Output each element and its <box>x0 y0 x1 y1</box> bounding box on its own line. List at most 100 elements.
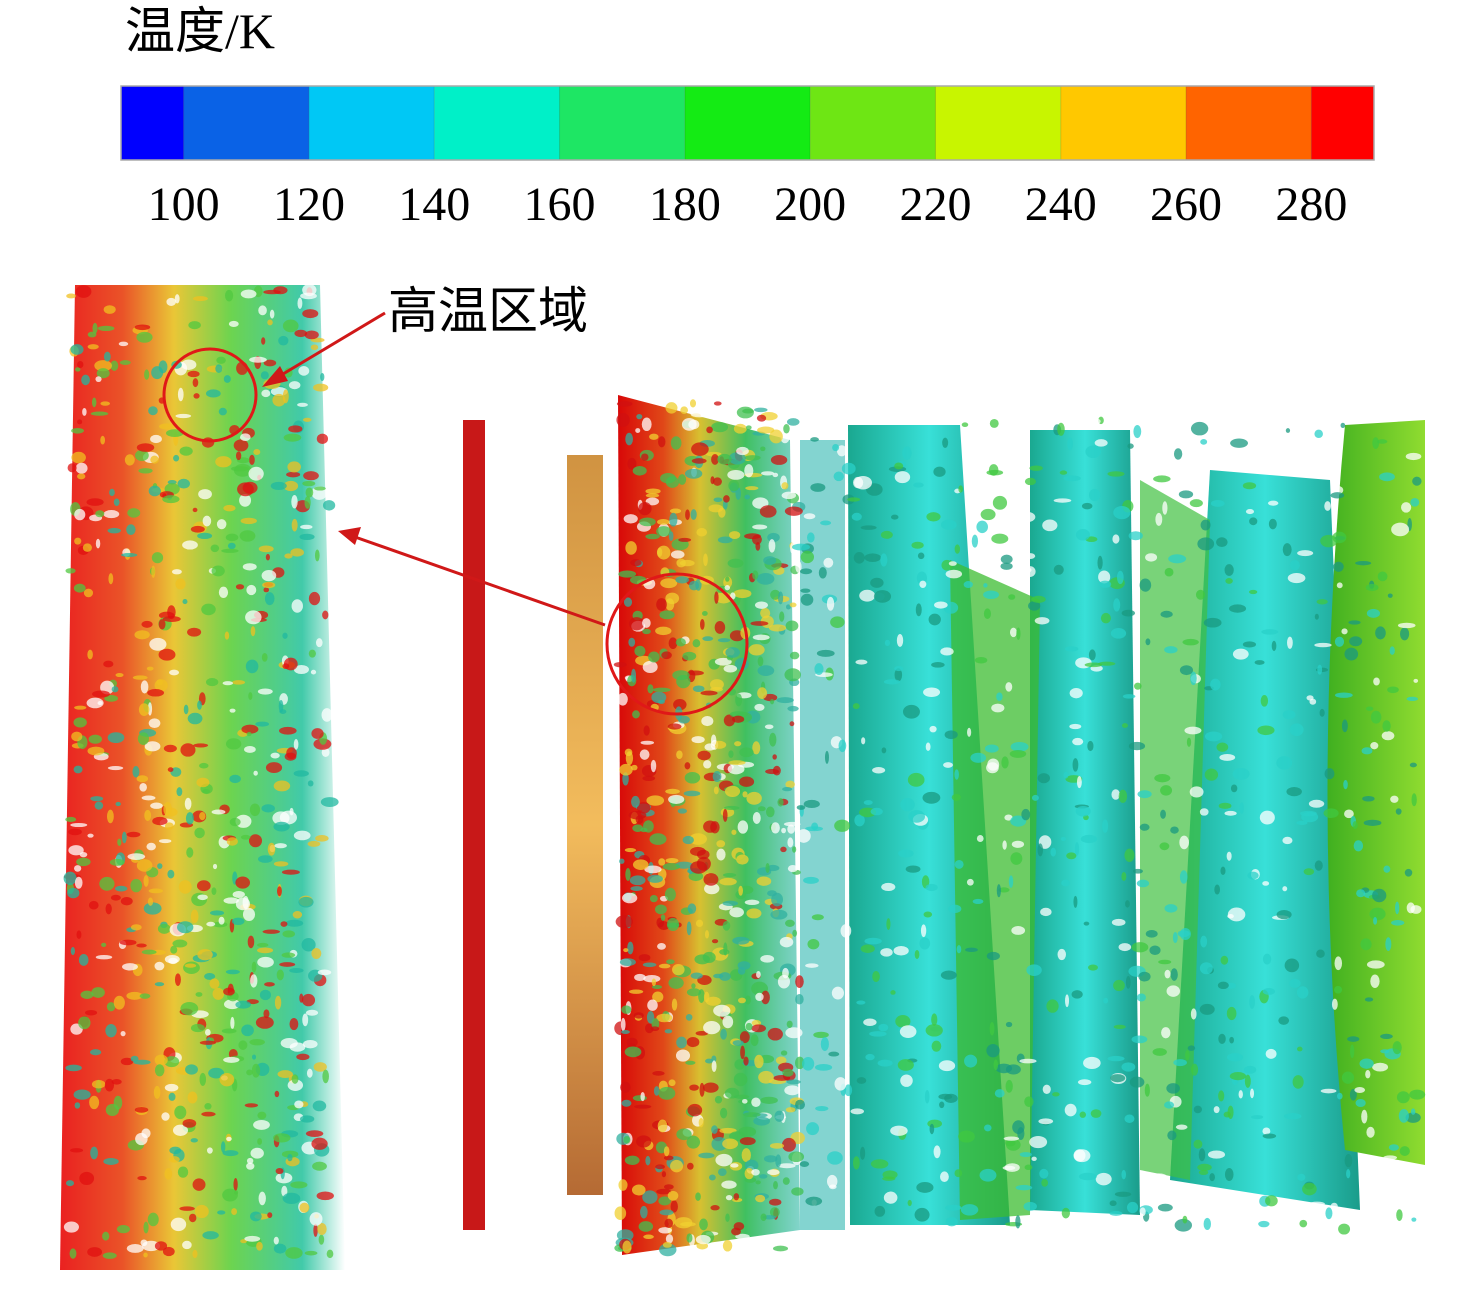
speckle-dot <box>101 942 107 947</box>
speckle-dot <box>167 479 177 485</box>
speckle-dot <box>661 651 672 660</box>
speckle-dot <box>107 765 124 771</box>
speckle-dot <box>1314 860 1323 871</box>
speckle-dot <box>669 512 678 527</box>
speckle-dot <box>727 558 744 568</box>
speckle-dot <box>162 495 180 504</box>
speckle-dot <box>1187 1045 1196 1051</box>
speckle-dot <box>150 455 159 464</box>
speckle-dot <box>703 1021 721 1035</box>
speckle-dot <box>926 512 941 522</box>
speckle-dot <box>659 1243 677 1257</box>
speckle-dot <box>733 1072 748 1087</box>
speckle-dot <box>1081 502 1093 510</box>
speckle-dot <box>210 544 220 553</box>
speckle-dot <box>614 1206 627 1221</box>
speckle-dot <box>736 406 754 419</box>
speckle-dot <box>770 699 775 705</box>
speckle-dot <box>194 1204 209 1219</box>
speckle-dot <box>73 717 87 728</box>
speckle-dot <box>781 827 787 834</box>
speckle-dot <box>963 581 973 589</box>
speckle-dot <box>625 868 631 881</box>
speckle-dot <box>1396 1209 1403 1222</box>
speckle-dot <box>658 1196 671 1206</box>
speckle-dot <box>1362 795 1375 802</box>
speckle-dot <box>733 1193 740 1201</box>
speckle-dot <box>116 1225 130 1234</box>
speckle-dot <box>1037 843 1044 857</box>
speckle-dot <box>795 1099 805 1110</box>
speckle-dot <box>111 686 119 693</box>
speckle-dot <box>225 969 240 975</box>
speckle-dot <box>1218 1033 1226 1045</box>
speckle-dot <box>779 611 785 622</box>
speckle-dot <box>699 1082 705 1097</box>
speckle-dot <box>703 553 708 567</box>
speckle-dot <box>1160 809 1166 819</box>
speckle-dot <box>624 1046 642 1058</box>
speckle-dot <box>1088 488 1101 502</box>
speckle-dot <box>255 1016 274 1029</box>
speckle-dot <box>956 945 962 954</box>
speckle-dot <box>1168 472 1175 478</box>
speckle-dot <box>258 305 267 316</box>
speckle-dot <box>115 673 124 678</box>
speckle-dot <box>1363 819 1382 826</box>
speckle-dot <box>1190 671 1197 686</box>
speckle-dot <box>1387 593 1393 598</box>
speckle-dot <box>320 372 325 382</box>
speckle-dot <box>1360 938 1372 951</box>
speckle-dot <box>645 493 660 498</box>
speckle-dot <box>153 1085 161 1099</box>
speckle-dot <box>1029 465 1043 471</box>
speckle-dot <box>628 989 644 994</box>
speckle-dot <box>1073 895 1078 908</box>
speckle-dot <box>655 626 672 636</box>
speckle-dot <box>172 939 188 948</box>
speckle-dot <box>1297 550 1314 557</box>
speckle-dot <box>712 770 722 783</box>
speckle-dot <box>1319 708 1325 717</box>
speckle-dot <box>655 1164 665 1170</box>
speckle-dot <box>801 1057 815 1071</box>
speckle-dot <box>844 1084 853 1097</box>
speckle-dot <box>1366 608 1381 618</box>
speckle-dot <box>728 452 746 465</box>
speckle-dot <box>722 1015 734 1029</box>
speckle-dot <box>1285 428 1291 433</box>
speckle-dot <box>231 1208 238 1215</box>
speckle-dot <box>692 685 705 693</box>
speckle-dot <box>78 1016 91 1030</box>
speckle-dot <box>1356 889 1366 898</box>
speckle-dot <box>676 750 683 759</box>
speckle-dot <box>869 1031 887 1037</box>
speckle-dot <box>265 762 283 773</box>
speckle-dot <box>724 1087 740 1099</box>
colorbar-segment <box>810 86 936 160</box>
speckle-dot <box>282 930 295 938</box>
speckle-dot <box>736 446 749 456</box>
speckle-dot <box>201 603 216 616</box>
speckle-dot <box>666 959 675 965</box>
speckle-dot <box>1179 870 1188 884</box>
speckle-dot <box>1175 1124 1188 1130</box>
speckle-dot <box>737 820 749 834</box>
speckle-dot <box>732 715 745 723</box>
speckle-dot <box>902 704 920 719</box>
speckle-dot <box>184 797 192 810</box>
speckle-dot <box>723 495 730 503</box>
speckle-dot <box>905 865 921 873</box>
speckle-dot <box>632 859 649 870</box>
speckle-dot <box>1186 737 1192 747</box>
speckle-dot <box>262 581 276 589</box>
speckle-dot <box>278 335 289 346</box>
speckle-dot <box>647 874 663 883</box>
speckle-dot <box>883 679 901 685</box>
speckle-dot <box>246 584 257 596</box>
speckle-dot <box>1299 1219 1308 1228</box>
speckle-dot <box>870 807 883 816</box>
speckle-dot <box>174 1105 187 1120</box>
speckle-dot <box>190 1023 205 1033</box>
speckle-dot <box>805 1196 823 1206</box>
